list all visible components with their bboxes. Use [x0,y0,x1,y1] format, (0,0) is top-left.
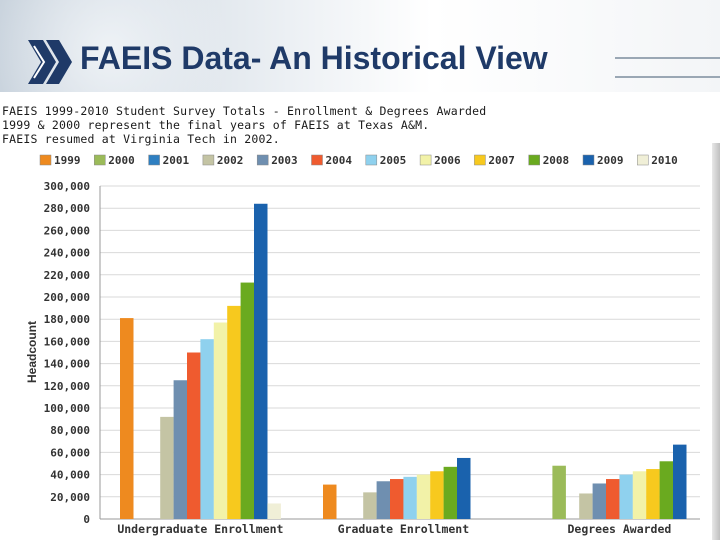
legend-label: 2005 [380,154,407,167]
y-tick-label: 280,000 [44,202,90,215]
bar [443,466,458,519]
legend-swatch [474,154,486,166]
x-category-label: Degrees Awarded [567,522,671,536]
x-category-label: Undergraduate Enrollment [117,522,283,536]
legend-swatch [637,154,649,166]
y-tick-label: 120,000 [44,380,90,393]
legend-swatch [311,154,323,166]
bar [173,380,188,519]
chart-note-line-1: FAEIS 1999-2010 Student Survey Totals - … [2,104,487,118]
chart-container: 0 20,000 40,000 60,000 80,000 100,000 120,000 1… [0,140,720,540]
legend-label: 2001 [163,154,190,167]
bar-chart: 0 20,000 40,000 60,000 80,000 100,000 120,000 1… [25,154,700,536]
legend-label: 1999 [54,154,81,167]
header-rule-bottom [615,76,720,78]
x-category-label: Graduate Enrollment [338,522,470,536]
bar [187,352,201,519]
legend-label: 2000 [108,154,135,167]
legend-swatch [94,154,106,166]
chart-note-line-2: 1999 & 2000 represent the final years of… [2,118,430,132]
y-tick-label: 60,000 [50,446,90,459]
legend-label: 2006 [434,154,461,167]
chart-note-line-3: FAEIS resumed at Virginia Tech in 2002. [2,132,280,146]
legend-label: 2003 [271,154,298,167]
bar [457,457,471,519]
legend-swatch [365,154,378,166]
header-rule-top [615,57,720,59]
legend-label: 2009 [597,154,624,167]
bar [579,493,593,519]
bar [376,481,391,519]
bar [659,461,674,519]
bar [254,203,268,519]
bar [416,474,431,519]
bar [646,469,660,519]
legend-label: 2004 [326,154,353,167]
y-tick-label: 160,000 [44,335,90,348]
y-axis-title: Headcount [25,321,39,383]
y-tick-label: 100,000 [44,402,90,415]
bar [267,503,281,519]
y-tick-label: 300,000 [44,180,90,193]
bar [240,282,255,519]
bar [213,322,228,519]
slide-header-band [0,0,720,92]
bar [430,471,444,519]
legend-swatch [419,154,432,166]
bar [619,474,633,519]
y-tick-label: 240,000 [44,247,90,260]
legend-label: 2008 [543,154,570,167]
y-tick-label: 200,000 [44,291,90,304]
legend-label: 2010 [651,154,678,167]
bar [552,465,566,519]
y-tick-label: 180,000 [44,313,90,326]
y-tick-label: 140,000 [44,358,90,371]
slide-title: FAEIS Data- An Historical View [80,40,548,76]
bar [632,471,647,519]
legend-label: 2007 [488,154,515,167]
bar [403,476,417,519]
bar [323,484,337,519]
legend-swatch [202,154,215,166]
bar [390,479,404,519]
bar [673,444,687,519]
right-edge-shadow [712,143,720,540]
y-tick-label: 20,000 [50,491,90,504]
y-tick-label: 0 [83,513,90,526]
legend-swatch [582,154,595,166]
bar [160,416,174,519]
bar [606,479,620,519]
bar [363,492,377,519]
legend-label: 2002 [217,154,244,167]
legend-swatch [528,154,540,166]
y-tick-label: 80,000 [50,424,90,437]
bar [120,318,134,519]
bar [200,339,214,519]
double-chevron-icon [28,40,72,84]
y-tick-label: 260,000 [44,224,90,237]
legend-swatch [256,154,269,166]
y-tick-label: 40,000 [50,469,90,482]
y-tick-label: 220,000 [44,269,90,282]
legend-swatch [39,154,52,166]
legend-swatch [148,154,160,166]
bar [227,305,241,519]
bar [592,483,607,519]
